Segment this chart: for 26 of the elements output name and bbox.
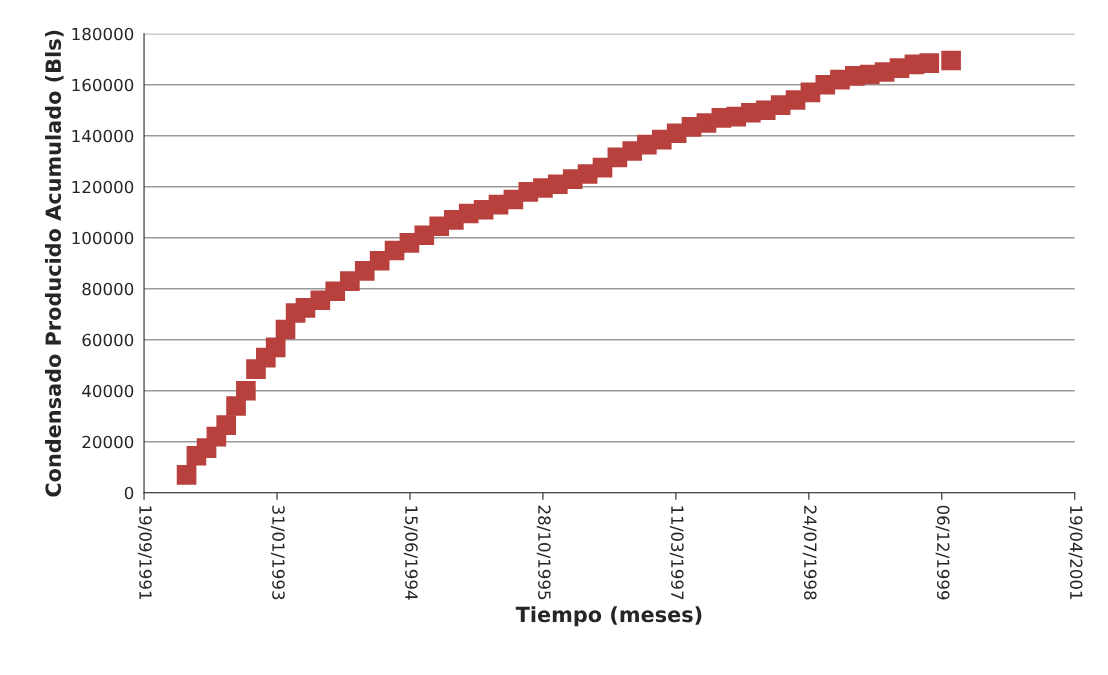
y-tick-label: 20000 bbox=[82, 435, 134, 449]
y-tick-label: 100000 bbox=[72, 231, 134, 245]
y-tick-label: 80000 bbox=[82, 282, 134, 296]
x-tick-label: 06/12/1999 bbox=[935, 505, 950, 600]
x-tick-label: 15/06/1994 bbox=[403, 506, 418, 600]
x-tick-label: 11/03/1997 bbox=[669, 506, 684, 600]
x-axis-title: Tiempo (meses) bbox=[515, 606, 702, 627]
x-tick-label: 19/09/1991 bbox=[137, 506, 152, 600]
x-tick-label: 31/01/1993 bbox=[270, 505, 285, 600]
point bbox=[216, 415, 237, 435]
point bbox=[176, 465, 197, 485]
y-axis-title: Condensado Producido Acumulado (Bls) bbox=[44, 30, 64, 497]
x-tick-label: 24/07/1998 bbox=[802, 505, 817, 600]
y-tick-label: 140000 bbox=[72, 129, 134, 143]
y-tick-label: 40000 bbox=[82, 384, 134, 398]
y-tick-label: 60000 bbox=[82, 333, 134, 347]
x-tick-label: 19/04/2001 bbox=[1068, 506, 1083, 600]
point bbox=[265, 337, 286, 358]
point bbox=[236, 380, 256, 401]
x-tick-label: 28/10/1995 bbox=[536, 505, 551, 600]
point bbox=[919, 53, 940, 73]
y-tick-label: 180000 bbox=[72, 27, 134, 41]
y-tick-label: 160000 bbox=[72, 78, 134, 92]
y-tick-label: 0 bbox=[124, 486, 134, 500]
y-tick-label: 120000 bbox=[72, 180, 134, 194]
point bbox=[941, 50, 961, 71]
